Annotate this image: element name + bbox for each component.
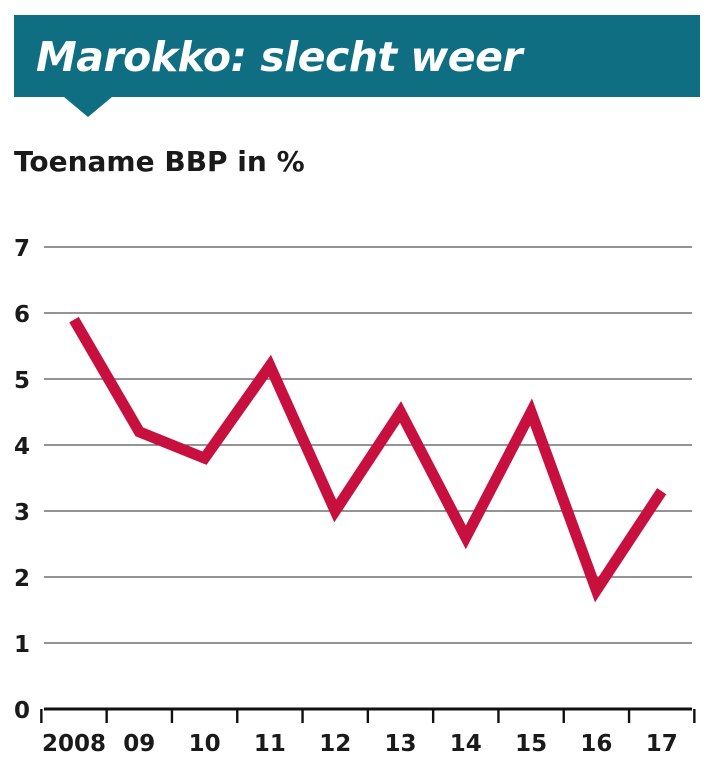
x-tick-label-13: 13	[384, 731, 416, 757]
x-tick-label-17: 17	[646, 731, 678, 757]
y-tick-label-7: 7	[14, 236, 30, 262]
y-tick-label-6: 6	[14, 302, 30, 328]
title-banner	[14, 15, 700, 97]
chart-headline: Marokko: slecht weer	[36, 33, 523, 81]
x-tick-label-15: 15	[515, 731, 547, 757]
x-tick-label-14: 14	[450, 731, 482, 757]
y-tick-label-4: 4	[14, 434, 30, 460]
y-tick-label-3: 3	[14, 500, 30, 526]
x-tick-label-16: 16	[580, 731, 612, 757]
x-tick-label-09: 09	[123, 731, 155, 757]
y-tick-label-2: 2	[14, 566, 30, 592]
y-tick-label-0: 0	[14, 698, 30, 724]
x-tick-label-10: 10	[189, 731, 221, 757]
x-tick-label-12: 12	[319, 731, 351, 757]
x-tick-label-2008: 2008	[42, 731, 106, 757]
banner-pointer	[64, 97, 112, 117]
y-tick-label-5: 5	[14, 368, 30, 394]
y-tick-label-1: 1	[14, 632, 30, 658]
series-line-0	[69, 316, 667, 603]
chart-title: Toename BBP in %	[14, 145, 305, 178]
x-tick-label-11: 11	[254, 731, 286, 757]
